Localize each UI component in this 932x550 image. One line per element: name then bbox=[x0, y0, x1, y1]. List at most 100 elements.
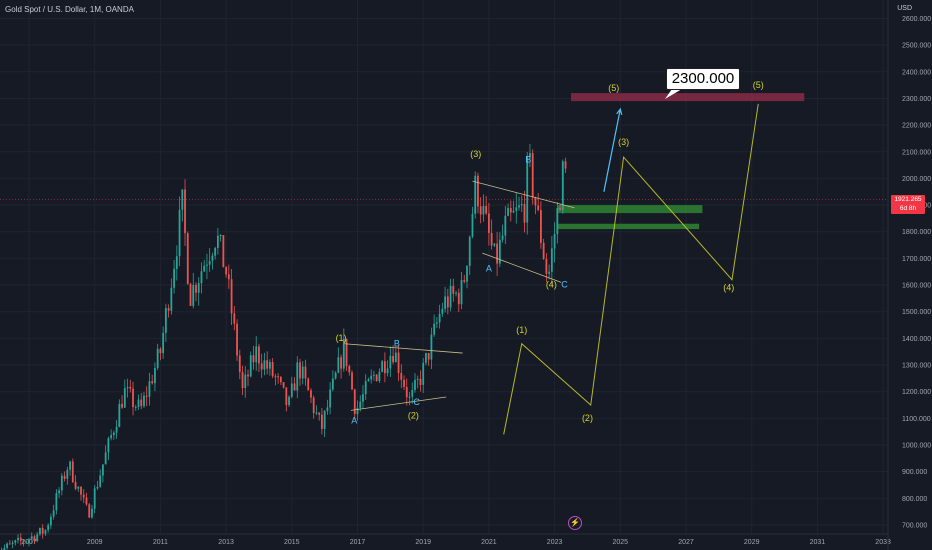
candle-body bbox=[488, 213, 490, 233]
y-tick-label: 1000.000 bbox=[902, 443, 931, 450]
candle-body bbox=[556, 208, 559, 235]
candle-body bbox=[548, 271, 551, 274]
candle-body bbox=[11, 542, 14, 544]
wave-label: (1) bbox=[336, 333, 347, 343]
candle-body bbox=[301, 366, 304, 379]
x-tick-label: 2029 bbox=[744, 539, 760, 546]
candle-body bbox=[227, 274, 230, 280]
candle-body bbox=[110, 435, 113, 439]
candle-body bbox=[82, 494, 85, 498]
candle-body bbox=[452, 285, 455, 294]
candle-body bbox=[479, 206, 482, 215]
candle-body bbox=[444, 296, 446, 309]
candle-body bbox=[197, 283, 200, 293]
x-tick-label: 2033 bbox=[875, 539, 891, 546]
candle-body bbox=[148, 381, 151, 397]
candle-body bbox=[392, 355, 394, 363]
candle-body bbox=[375, 374, 378, 381]
projected-wave-label: (4) bbox=[723, 282, 734, 292]
candle-body bbox=[14, 540, 17, 543]
candle-body bbox=[154, 368, 156, 384]
candle-body bbox=[433, 323, 436, 335]
candle-body bbox=[370, 375, 373, 380]
x-tick-label: 2027 bbox=[678, 539, 694, 546]
candle-body bbox=[19, 537, 22, 541]
candle-body bbox=[123, 388, 126, 408]
candle-body bbox=[107, 438, 110, 453]
candle-body bbox=[63, 475, 66, 479]
candle-body bbox=[255, 346, 258, 363]
candle-body bbox=[203, 265, 206, 272]
target-zone-label: (5) bbox=[608, 83, 619, 93]
x-tick-label: 2013 bbox=[218, 539, 234, 546]
candle-body bbox=[3, 547, 6, 550]
candle-body bbox=[274, 376, 277, 378]
candle-body bbox=[25, 541, 28, 543]
support-zone bbox=[557, 223, 700, 230]
candle-body bbox=[545, 258, 548, 274]
candle-body bbox=[397, 352, 400, 373]
candle-body bbox=[564, 161, 567, 169]
candle-body bbox=[129, 386, 132, 389]
candle-body bbox=[460, 280, 463, 305]
trend-line bbox=[350, 396, 447, 411]
candle-body bbox=[22, 540, 25, 543]
y-tick-label: 2400.000 bbox=[902, 69, 931, 76]
candle-body bbox=[477, 175, 479, 207]
candle-body bbox=[80, 486, 82, 495]
candle-body bbox=[102, 464, 104, 476]
candle-body bbox=[93, 488, 96, 509]
candle-body bbox=[342, 338, 345, 369]
y-tick-label: 1300.000 bbox=[902, 363, 931, 370]
x-tick-label: 2009 bbox=[87, 539, 103, 546]
candle-body bbox=[277, 376, 280, 378]
candle-body bbox=[468, 236, 471, 266]
candle-body bbox=[77, 486, 80, 489]
x-tick-label: 2019 bbox=[415, 539, 431, 546]
y-tick-label: 1600.000 bbox=[902, 283, 931, 290]
candle-body bbox=[269, 362, 271, 369]
flash-icon[interactable]: ⚡ bbox=[568, 516, 582, 530]
candle-body bbox=[99, 475, 102, 487]
candle-body bbox=[132, 388, 134, 408]
candle-body bbox=[36, 534, 39, 542]
candle-body bbox=[282, 382, 285, 388]
candle-body bbox=[266, 360, 269, 369]
candle-body bbox=[71, 461, 74, 482]
candle-body bbox=[271, 362, 274, 377]
candle-body bbox=[156, 348, 159, 369]
candle-body bbox=[175, 256, 178, 269]
candle-body bbox=[233, 313, 236, 324]
candle-body bbox=[211, 255, 214, 261]
candle-body bbox=[69, 461, 71, 470]
y-tick-label: 1500.000 bbox=[902, 309, 931, 316]
candle-body bbox=[501, 235, 504, 240]
wave-label: A bbox=[351, 416, 357, 426]
candle-body bbox=[195, 284, 197, 293]
candle-body bbox=[47, 525, 50, 531]
candle-body bbox=[285, 387, 288, 406]
candles bbox=[1, 143, 567, 550]
wave-label: (3) bbox=[470, 149, 481, 159]
candle-body bbox=[507, 208, 509, 216]
y-tick-label: 1100.000 bbox=[902, 416, 931, 423]
candle-body bbox=[151, 381, 154, 384]
projected-wave-label: (2) bbox=[582, 413, 593, 423]
candle-body bbox=[304, 366, 307, 379]
candle-body bbox=[414, 379, 416, 390]
candle-body bbox=[362, 394, 364, 402]
chart-title: Gold Spot / U.S. Dollar, 1M, OANDA bbox=[5, 5, 134, 14]
candle-body bbox=[312, 397, 315, 413]
candle-body bbox=[91, 508, 93, 518]
candle-body bbox=[526, 156, 529, 223]
current-price-badge: 1921.265 6d 8h bbox=[891, 195, 925, 214]
candle-body bbox=[170, 287, 173, 311]
candle-body bbox=[238, 355, 241, 372]
candle-body bbox=[52, 510, 55, 517]
candle-body bbox=[520, 204, 523, 206]
projection-arrow-line bbox=[603, 108, 621, 192]
candle-body bbox=[288, 396, 290, 406]
candle-body bbox=[540, 210, 542, 243]
